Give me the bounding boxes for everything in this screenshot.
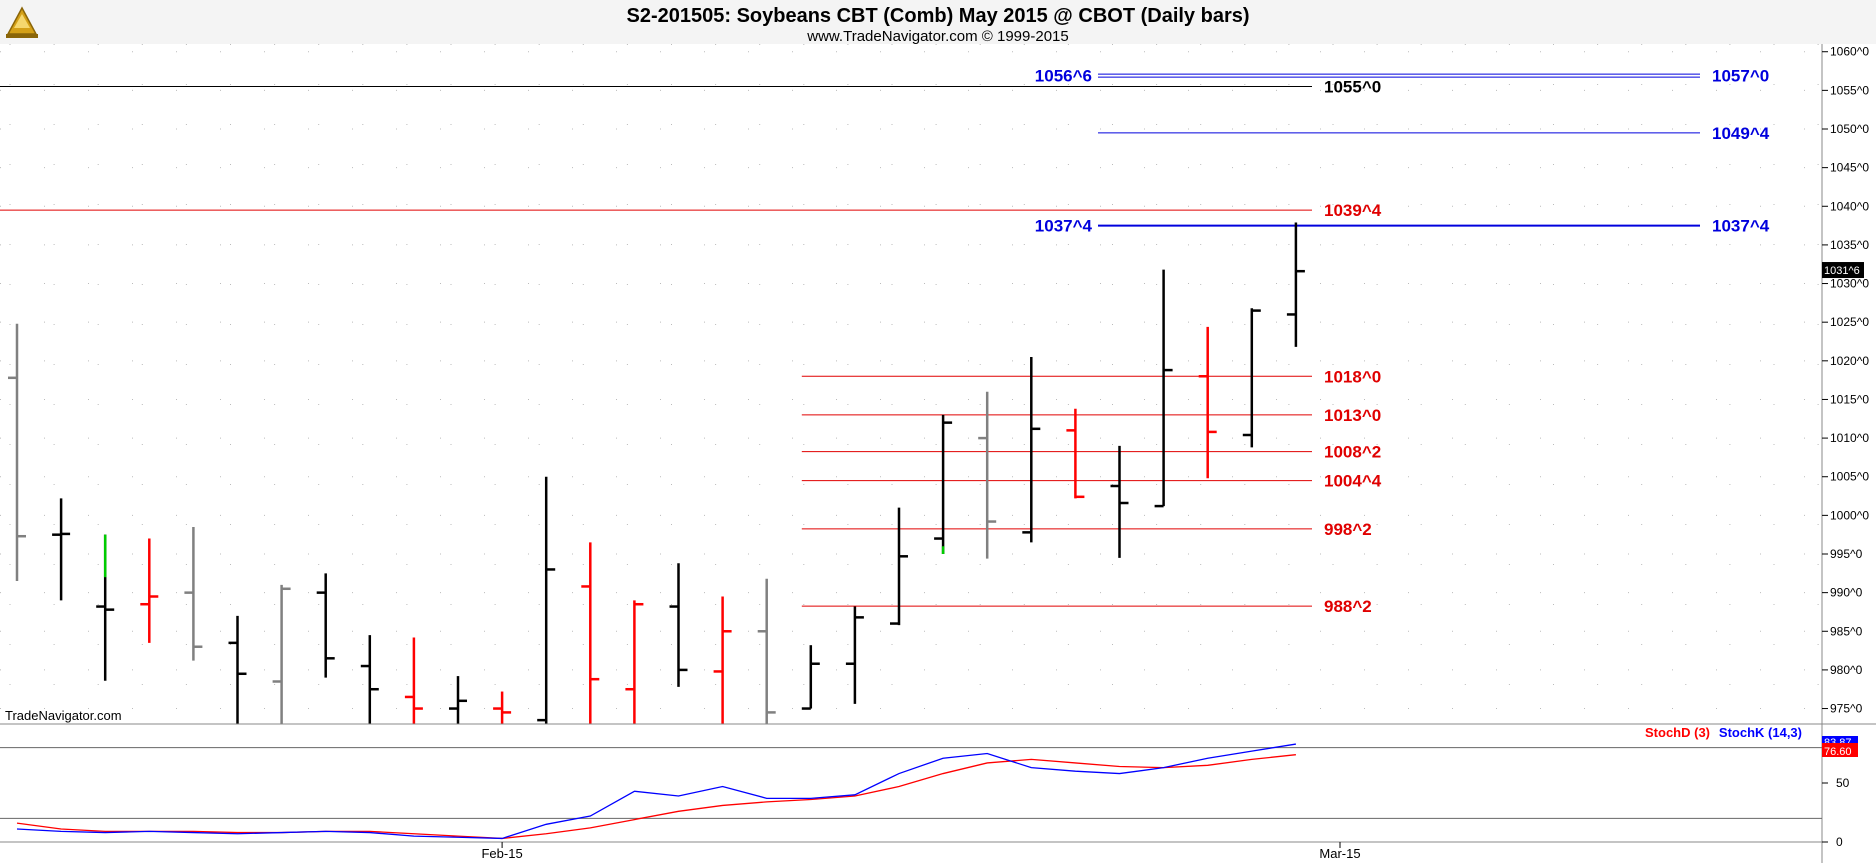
price-axis-label: 985^0 [1830,624,1863,638]
price-axis-label: 1020^0 [1830,354,1869,368]
ohlc-bar [1022,356,1041,543]
price-axis-label: 1000^0 [1830,508,1869,522]
ohlc-bar [228,615,247,724]
ohlc-bar [184,526,203,661]
ohlc-bar [1286,222,1305,347]
ohlc-bar [404,637,423,724]
date-axis: Feb-15 Mar-15 [481,842,1361,861]
ohlc-bar [52,498,71,601]
price-axis-label: 1060^0 [1830,45,1869,59]
logo-icon [6,6,38,38]
price-axis-label: 990^0 [1830,586,1863,600]
price-axis-label: 1050^0 [1830,122,1869,136]
support-level-label: 1039^4 [1324,201,1382,220]
stoch-series-line [16,743,1297,840]
resistance-level-right-label: 1037^4 [1712,217,1770,236]
ohlc-bar [1154,269,1173,508]
ohlc-bar [1242,308,1261,448]
ohlc-bar [669,563,688,687]
price-axis-label: 1005^0 [1830,470,1869,484]
resistance-level-right-label: 1049^4 [1712,124,1770,143]
watermark: TradeNavigator.com [5,708,122,723]
price-axis: 1060^0 1055^0 1050^0 1045^0 1040^0 1035^0 1030… [1822,45,1869,716]
ohlc-bar [934,414,953,554]
bar-layer [8,222,1305,724]
level-layer: 1039^4 1018^0 1013^0 1008^2 1004^4 998^2 988^2… [0,67,1770,616]
ohlc-bar [1198,326,1217,479]
ohlc-bar [757,578,776,724]
ohlc-bar [801,645,820,710]
stoch-axis-label: 0 [1836,835,1843,849]
date-axis-label: Feb-15 [481,846,522,861]
support-level-label: 988^2 [1324,597,1372,616]
header-band [0,0,1876,44]
ohlc-bar [8,323,26,582]
price-axis-label: 1025^0 [1830,315,1869,329]
resistance-level-left-label: 1056^6 [1035,67,1092,86]
price-panel [0,44,1822,724]
stoch-axis: 50 0 [1822,776,1850,849]
ohlc-bar [1110,445,1129,558]
date-axis-label: Mar-15 [1319,846,1360,861]
ohlc-bar [713,596,732,724]
stoch-axis-label: 50 [1836,776,1850,790]
resistance-level-left-label: 1037^4 [1035,217,1093,236]
chart-title: S2-201505: Soybeans CBT (Comb) May 2015 … [626,5,1249,27]
price-axis-label: 1055^0 [1830,83,1869,97]
ohlc-bar [625,600,644,724]
stoch-last-tags: 83.87 76.60 [1822,736,1858,758]
ohlc-bar [890,507,908,626]
price-axis-label: 1010^0 [1830,431,1869,445]
support-level-label: 998^2 [1324,520,1372,539]
ohlc-bar [316,573,335,678]
support-level-label: 1008^2 [1324,443,1381,462]
ohlc-bar [1066,408,1085,499]
support-level-label: 1013^0 [1324,406,1381,425]
price-axis-label: 1030^0 [1830,277,1869,291]
resistance-level-right-label: 1057^0 [1712,67,1769,86]
support-level-label: 1018^0 [1324,367,1381,386]
ohlc-bar [360,635,379,724]
stoch-layer [0,743,1822,840]
price-axis-label: 980^0 [1830,663,1863,677]
ohlc-bar [272,584,291,724]
price-axis-label: 1035^0 [1830,238,1869,252]
support-level-label: 1004^4 [1324,472,1382,491]
stoch-d-last-value: 76.60 [1824,746,1852,758]
stoch-series-line [16,754,1296,840]
reference-level-label: 1055^0 [1324,78,1381,97]
chart-subtitle: www.TradeNavigator.com © 1999-2015 [806,28,1068,45]
ohlc-bar [978,391,997,559]
price-axis-label: 995^0 [1830,547,1863,561]
last-price-label: 1031^6 [1824,265,1860,277]
ohlc-bar [537,476,556,724]
ohlc-bar [140,538,159,643]
legend-stoch-d: StochD (3) [1645,725,1710,740]
ohlc-bar [845,606,864,704]
price-axis-label: 1040^0 [1830,199,1869,213]
ohlc-bar [581,542,600,724]
price-axis-label: 1045^0 [1830,161,1869,175]
last-price-tag: 1031^6 [1822,262,1864,279]
price-axis-label: 975^0 [1830,702,1863,716]
ohlc-bar [493,691,512,724]
price-axis-label: 1015^0 [1830,392,1869,406]
legend-stoch-k: StochK (14,3) [1719,725,1802,740]
ohlc-bar [449,676,467,724]
